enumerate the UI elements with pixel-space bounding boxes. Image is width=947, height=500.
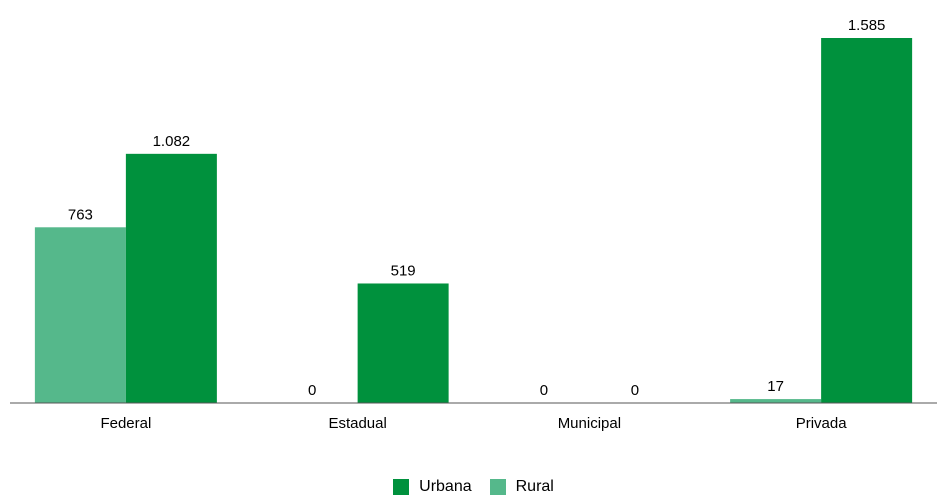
x-tick-label-federal: Federal: [100, 415, 151, 432]
data-label-urbana-federal: 1.082: [153, 133, 191, 150]
bar-rural-privada: [730, 399, 822, 403]
bar-urbana-estadual: [357, 283, 449, 403]
data-label-rural-federal: 763: [68, 206, 93, 223]
data-label-rural-privada: 17: [767, 378, 784, 395]
x-tick-label-municipal: Municipal: [558, 415, 621, 432]
data-label-urbana-privada: 1.585: [848, 17, 886, 34]
x-tick-label-privada: Privada: [796, 415, 848, 432]
data-label-rural-estadual: 0: [308, 382, 316, 399]
data-label-urbana-municipal: 0: [631, 382, 639, 399]
legend-label-urbana: Urbana: [419, 478, 472, 495]
legend-item-urbana: Urbana: [393, 478, 472, 496]
legend-swatch-urbana: [393, 479, 410, 495]
legend-swatch-rural: [489, 479, 506, 495]
legend-label-rural: Rural: [515, 478, 554, 495]
bar-urbana-federal: [125, 153, 217, 403]
data-label-urbana-estadual: 519: [391, 262, 416, 279]
legend-item-rural: Rural: [489, 478, 554, 496]
legend: Urbana Rural: [0, 478, 947, 496]
bar-urbana-privada: [821, 38, 913, 403]
bar-rural-federal: [34, 227, 126, 403]
data-label-rural-municipal: 0: [540, 382, 548, 399]
x-tick-label-estadual: Estadual: [328, 415, 386, 432]
